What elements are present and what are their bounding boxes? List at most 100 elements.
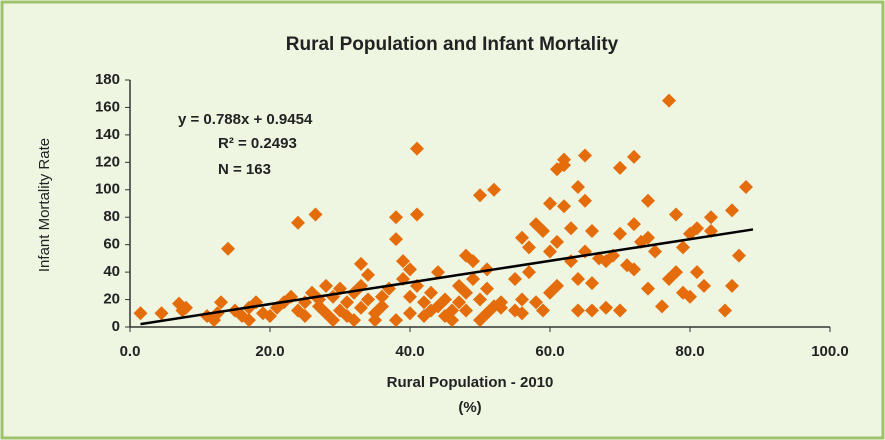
point bbox=[627, 149, 641, 164]
y-tick-label: 80 bbox=[103, 208, 120, 225]
point bbox=[613, 226, 627, 241]
point bbox=[578, 193, 592, 208]
point bbox=[424, 285, 438, 300]
point bbox=[445, 303, 459, 318]
point bbox=[732, 248, 746, 263]
point bbox=[543, 196, 557, 211]
point bbox=[389, 313, 403, 328]
point bbox=[641, 193, 655, 208]
point bbox=[417, 295, 431, 310]
point bbox=[697, 278, 711, 293]
point bbox=[214, 295, 228, 310]
point bbox=[543, 244, 557, 259]
point bbox=[564, 221, 578, 236]
point bbox=[256, 306, 270, 321]
point bbox=[175, 303, 190, 318]
point bbox=[291, 215, 305, 230]
equation: y = 0.788x + 0.9454 bbox=[178, 111, 313, 128]
point bbox=[676, 240, 690, 255]
n-count: N = 163 bbox=[218, 161, 271, 178]
point bbox=[242, 313, 256, 328]
x-tick-label: 40.0 bbox=[395, 343, 424, 360]
point bbox=[438, 292, 452, 307]
point bbox=[641, 281, 655, 296]
point bbox=[354, 300, 368, 315]
point bbox=[487, 182, 501, 197]
point bbox=[627, 262, 641, 277]
point bbox=[648, 244, 662, 259]
point bbox=[431, 265, 445, 280]
point bbox=[133, 306, 148, 321]
point bbox=[669, 207, 683, 222]
point bbox=[669, 265, 683, 280]
point bbox=[452, 295, 466, 310]
point bbox=[340, 295, 354, 310]
point bbox=[550, 234, 564, 249]
point bbox=[154, 306, 169, 321]
y-tick-label: 20 bbox=[103, 291, 120, 308]
point bbox=[599, 254, 613, 269]
point bbox=[571, 271, 585, 286]
point bbox=[389, 210, 403, 225]
y-tick-label: 0 bbox=[112, 318, 120, 335]
point bbox=[704, 210, 718, 225]
point bbox=[522, 265, 536, 280]
point bbox=[403, 306, 417, 321]
point bbox=[739, 180, 753, 195]
point bbox=[319, 278, 333, 293]
point bbox=[690, 265, 704, 280]
x-tick-label: 20.0 bbox=[255, 343, 284, 360]
point bbox=[221, 241, 235, 256]
point bbox=[308, 207, 323, 222]
point bbox=[515, 306, 529, 321]
point bbox=[557, 158, 571, 173]
y-tick-label: 100 bbox=[95, 181, 120, 198]
point bbox=[403, 289, 417, 304]
point bbox=[627, 217, 641, 232]
point bbox=[375, 289, 389, 304]
point bbox=[571, 180, 585, 195]
y-tick-label: 60 bbox=[103, 236, 120, 253]
point bbox=[725, 278, 739, 293]
x-axis-label: Rural Population - 2010 bbox=[387, 374, 554, 391]
point bbox=[459, 303, 473, 318]
x-tick-label: 80.0 bbox=[675, 343, 704, 360]
point bbox=[368, 313, 382, 328]
chart-title: Rural Population and Infant Mortality bbox=[286, 34, 619, 55]
point bbox=[676, 285, 690, 300]
point bbox=[557, 199, 571, 214]
point bbox=[508, 271, 522, 286]
trendline bbox=[140, 228, 754, 326]
x-tick-label: 100.0 bbox=[811, 343, 849, 360]
point bbox=[536, 223, 550, 238]
point bbox=[585, 276, 599, 291]
point bbox=[585, 303, 599, 318]
point bbox=[522, 240, 536, 255]
x-tick-label: 0.0 bbox=[120, 343, 141, 360]
point bbox=[690, 221, 704, 236]
point bbox=[466, 271, 480, 286]
point bbox=[494, 300, 508, 315]
point bbox=[550, 278, 564, 293]
point bbox=[389, 232, 403, 247]
point bbox=[585, 223, 599, 238]
point bbox=[326, 313, 340, 328]
point bbox=[354, 256, 368, 271]
point bbox=[347, 313, 361, 328]
y-tick-label: 120 bbox=[95, 153, 120, 170]
point bbox=[599, 300, 613, 315]
point bbox=[361, 267, 375, 282]
x-axis-label: (%) bbox=[458, 399, 481, 416]
point bbox=[396, 254, 410, 269]
point bbox=[480, 281, 494, 296]
point bbox=[473, 292, 487, 307]
x-tick-label: 60.0 bbox=[535, 343, 564, 360]
point bbox=[375, 299, 389, 314]
y-tick-label: 180 bbox=[95, 71, 120, 88]
point bbox=[473, 188, 487, 203]
point bbox=[515, 230, 529, 245]
point bbox=[459, 285, 473, 300]
point bbox=[445, 313, 459, 328]
